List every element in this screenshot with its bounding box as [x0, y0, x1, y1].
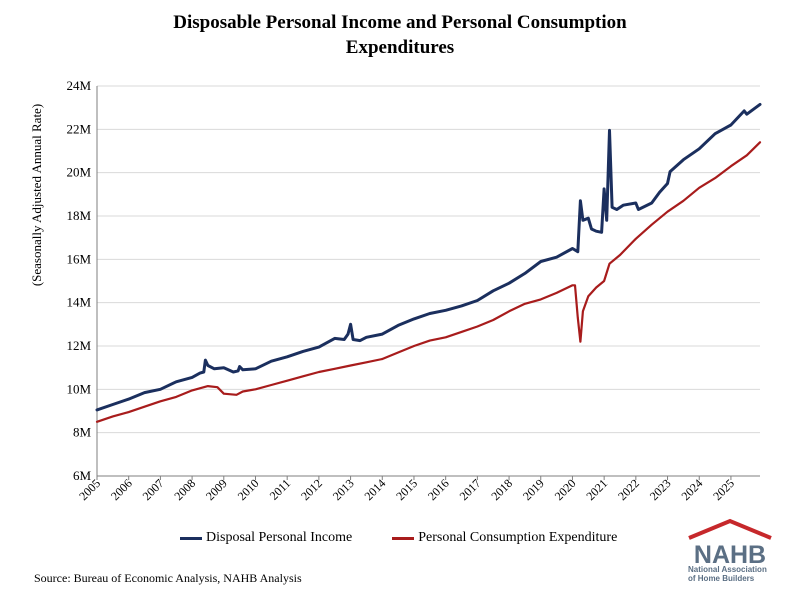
- legend-label-disposable-income: Disposal Personal Income: [206, 530, 353, 545]
- x-tick-label: 2010: [235, 476, 262, 503]
- x-tick-label: 2021: [583, 476, 610, 503]
- y-tick-label: 6M: [73, 468, 92, 483]
- x-tick-label: 2008: [171, 476, 198, 503]
- x-tick-label: 2009: [203, 476, 230, 503]
- series-lines: [95, 102, 762, 423]
- logo-subtitle-line-2: of Home Builders: [688, 574, 755, 583]
- legend-label-consumption: Personal Consumption Expenditure: [418, 530, 618, 545]
- logo-subtitle: National Association of Home Builders: [688, 565, 778, 583]
- legend-swatch-consumption: [392, 536, 415, 540]
- y-tick-label: 24M: [66, 78, 91, 93]
- legend-item-disposable-income: Disposal Personal Income: [180, 530, 352, 546]
- logo-wordmark: NAHB: [694, 541, 766, 566]
- x-tick-label: 2006: [108, 476, 135, 503]
- logo-roof-icon: [688, 518, 772, 540]
- series-line-consumption: [95, 141, 762, 423]
- x-tick-label: 2022: [615, 476, 642, 503]
- legend: Disposal Personal Income Personal Consum…: [180, 530, 657, 546]
- y-tick-label: 12M: [66, 338, 91, 353]
- x-tick-labels: 2005 2006 2007 2008 2009 2010 2011 2012 2013 2014…: [76, 476, 737, 503]
- x-tick-label: 2019: [520, 476, 547, 503]
- x-tick-label: 2012: [298, 476, 325, 503]
- x-tick-label: 2014: [362, 476, 389, 503]
- x-tick-label: 2013: [330, 476, 357, 503]
- gridlines: [97, 85, 760, 477]
- y-tick-label: 8M: [73, 425, 92, 440]
- x-tick-label: 2011: [267, 476, 294, 503]
- x-tick-label: 2025: [710, 476, 737, 503]
- x-tick-label: 2023: [647, 476, 674, 503]
- x-tick-label: 2016: [425, 476, 452, 503]
- legend-item-consumption: Personal Consumption Expenditure: [392, 530, 617, 546]
- x-tick-label: 2017: [457, 476, 484, 503]
- chart-title-line-1: Disposable Personal Income and Personal …: [173, 12, 627, 33]
- y-tick-label: 10M: [66, 381, 91, 396]
- y-tick-label: 20M: [66, 165, 91, 180]
- logo-subtitle-line-1: National Association: [688, 565, 767, 574]
- y-tick-label: 22M: [66, 121, 91, 136]
- y-tick-label: 14M: [66, 295, 91, 310]
- chart-title: Disposable Personal Income and Personal …: [0, 10, 800, 60]
- legend-swatch-disposable-income: [180, 536, 202, 540]
- x-tick-label: 2024: [678, 476, 705, 503]
- chart-title-line-2: Expenditures: [345, 37, 455, 58]
- series-line-disposable-income: [95, 102, 762, 412]
- nahb-logo: NAHB National Association of Home Builde…: [683, 518, 777, 584]
- y-tick-label: 16M: [66, 251, 91, 266]
- x-tick-label: 2018: [488, 476, 515, 503]
- y-axis-label: (Seasonally Adjusted Annual Rate): [29, 104, 44, 286]
- y-tick-labels: 6M 8M 10M 12M 14M 16M 18M 20M 22M 24M: [66, 78, 91, 483]
- x-tick-label: 2020: [552, 476, 579, 503]
- nahb-logo-mark: NAHB: [688, 518, 772, 569]
- source-note: Source: Bureau of Economic Analysis, NAH…: [34, 571, 302, 585]
- x-tick-label: 2007: [140, 476, 167, 503]
- axes: [96, 86, 760, 480]
- x-tick-label: 2015: [393, 476, 420, 503]
- y-tick-label: 18M: [66, 208, 91, 223]
